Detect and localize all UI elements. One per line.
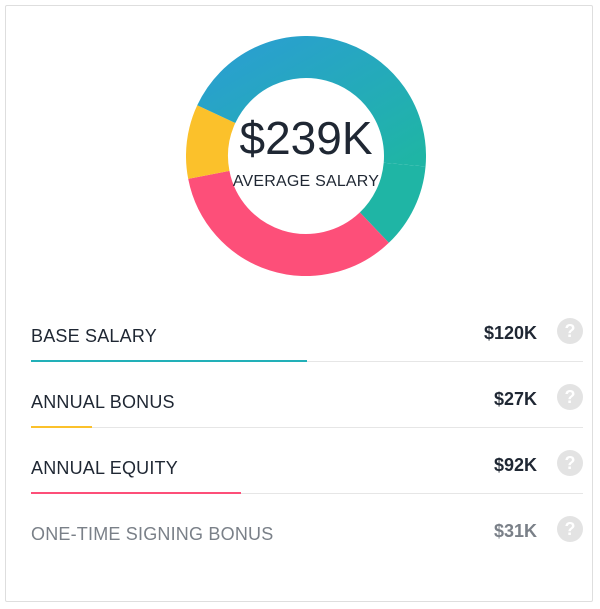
donut-segment-annual-bonus [186, 105, 236, 179]
base-salary-bar [31, 360, 307, 362]
donut-segment-base-salary [197, 36, 426, 167]
average-salary-value: $239K [239, 112, 373, 164]
annual-bonus-label: ANNUAL BONUS [31, 392, 175, 412]
question-circle-icon[interactable]: ? [557, 516, 583, 542]
signing-bonus-label: ONE-TIME SIGNING BONUS [31, 524, 274, 544]
annual-equity-bar [31, 492, 241, 494]
row-annual-equity: ANNUAL EQUITY $92K ? [31, 428, 583, 494]
row-signing-bonus: ONE-TIME SIGNING BONUS $31K ? [31, 494, 583, 559]
donut-svg [186, 36, 426, 276]
row-annual-bonus: ANNUAL BONUS $27K ? [31, 362, 583, 428]
question-circle-icon[interactable]: ? [557, 318, 583, 344]
base-salary-value: $120K [483, 323, 537, 343]
donut-segment-annual-equity [188, 170, 389, 276]
question-circle-icon[interactable]: ? [557, 450, 583, 476]
compensation-breakdown: BASE SALARY $120K ? ANNUAL BONUS $27K ? … [31, 296, 583, 559]
salary-card: $239K AVERAGE SALARY BASE SALARY $120K ?… [5, 5, 593, 602]
annual-bonus-value: $27K [493, 389, 537, 409]
average-salary-label: AVERAGE SALARY [232, 173, 380, 190]
annual-equity-value: $92K [493, 455, 537, 475]
question-circle-icon[interactable]: ? [557, 384, 583, 410]
signing-bonus-value: $31K [493, 521, 537, 541]
annual-bonus-bar [31, 426, 92, 428]
donut-center: $239K AVERAGE SALARY [186, 36, 426, 276]
salary-donut-chart: $239K AVERAGE SALARY [186, 36, 426, 276]
base-salary-label: BASE SALARY [31, 326, 157, 346]
annual-equity-label: ANNUAL EQUITY [31, 458, 178, 478]
donut-segment-signing-bonus [359, 162, 426, 243]
row-base-salary: BASE SALARY $120K ? [31, 296, 583, 362]
